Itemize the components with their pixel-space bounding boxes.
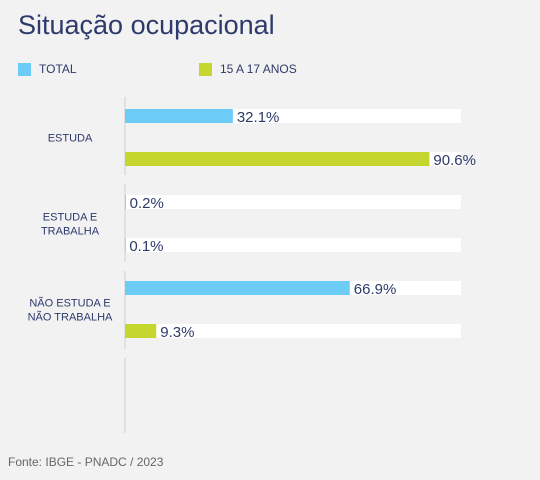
legend-item-total: TOTAL (18, 62, 77, 76)
category-label: ESTUDA E (43, 212, 97, 224)
bar-track (125, 324, 461, 338)
data-label: 0.1% (129, 238, 163, 255)
bar-total (125, 195, 126, 209)
data-label: 32.1% (237, 109, 280, 126)
legend-item-youth: 15 A 17 ANOS (199, 62, 297, 76)
data-label: 90.6% (433, 152, 476, 169)
bar-youth (125, 238, 126, 252)
data-label: 9.3% (160, 324, 194, 341)
bar-track (125, 238, 461, 252)
bar-track (125, 195, 461, 209)
legend: TOTAL 15 A 17 ANOS (18, 62, 518, 80)
bar-youth (125, 324, 157, 338)
category-label: NÃO TRABALHA (28, 311, 113, 324)
legend-label-youth: 15 A 17 ANOS (220, 62, 297, 76)
legend-swatch-total (18, 62, 31, 76)
legend-label-total: TOTAL (39, 62, 77, 76)
data-label: 66.9% (354, 281, 397, 298)
chart-title: Situação ocupacional (18, 10, 275, 40)
bar-total (125, 109, 233, 123)
source-note: Fonte: IBGE - PNADC / 2023 (8, 455, 164, 469)
bar-total (125, 281, 350, 295)
category-label: ESTUDA (48, 133, 93, 145)
legend-swatch-youth (199, 62, 212, 76)
category-label: TRABALHA (41, 226, 100, 238)
data-label: 0.2% (130, 195, 164, 212)
bar-youth (125, 152, 430, 166)
category-label: NÃO ESTUDA E (29, 297, 110, 310)
